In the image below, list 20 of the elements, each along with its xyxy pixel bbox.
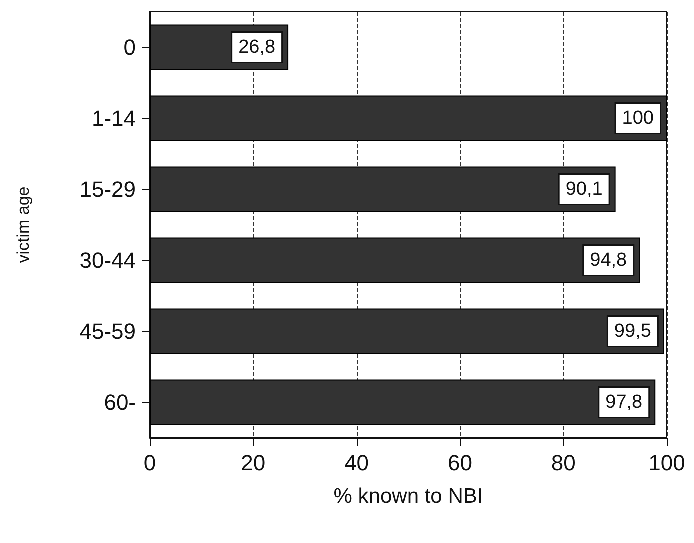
data-label: 26,8	[238, 37, 276, 58]
data-label: 94,8	[590, 250, 628, 271]
data-label: 90,1	[566, 179, 603, 200]
y-tick-label: 45-59	[80, 319, 136, 344]
data-label: 97,8	[606, 392, 643, 413]
y-tick-label: 60-	[104, 390, 136, 415]
x-tick-label: 40	[344, 450, 370, 476]
y-tick-label: 30-44	[80, 248, 136, 273]
x-tick-label: 100	[648, 450, 686, 476]
y-tick-label: 15-29	[80, 177, 136, 202]
y-axis-title: victim age	[14, 186, 33, 264]
x-tick-label: 80	[551, 450, 576, 476]
y-tick-label: 1-14	[92, 106, 136, 131]
data-label: 100	[622, 108, 654, 129]
x-tick-label: 60	[448, 450, 472, 476]
y-tick-label: 0	[124, 35, 136, 60]
x-tick-label: 20	[241, 450, 266, 476]
data-label: 99,5	[614, 321, 652, 342]
x-tick-label: 0	[144, 450, 156, 476]
x-axis-title: % known to NBI	[334, 485, 484, 508]
